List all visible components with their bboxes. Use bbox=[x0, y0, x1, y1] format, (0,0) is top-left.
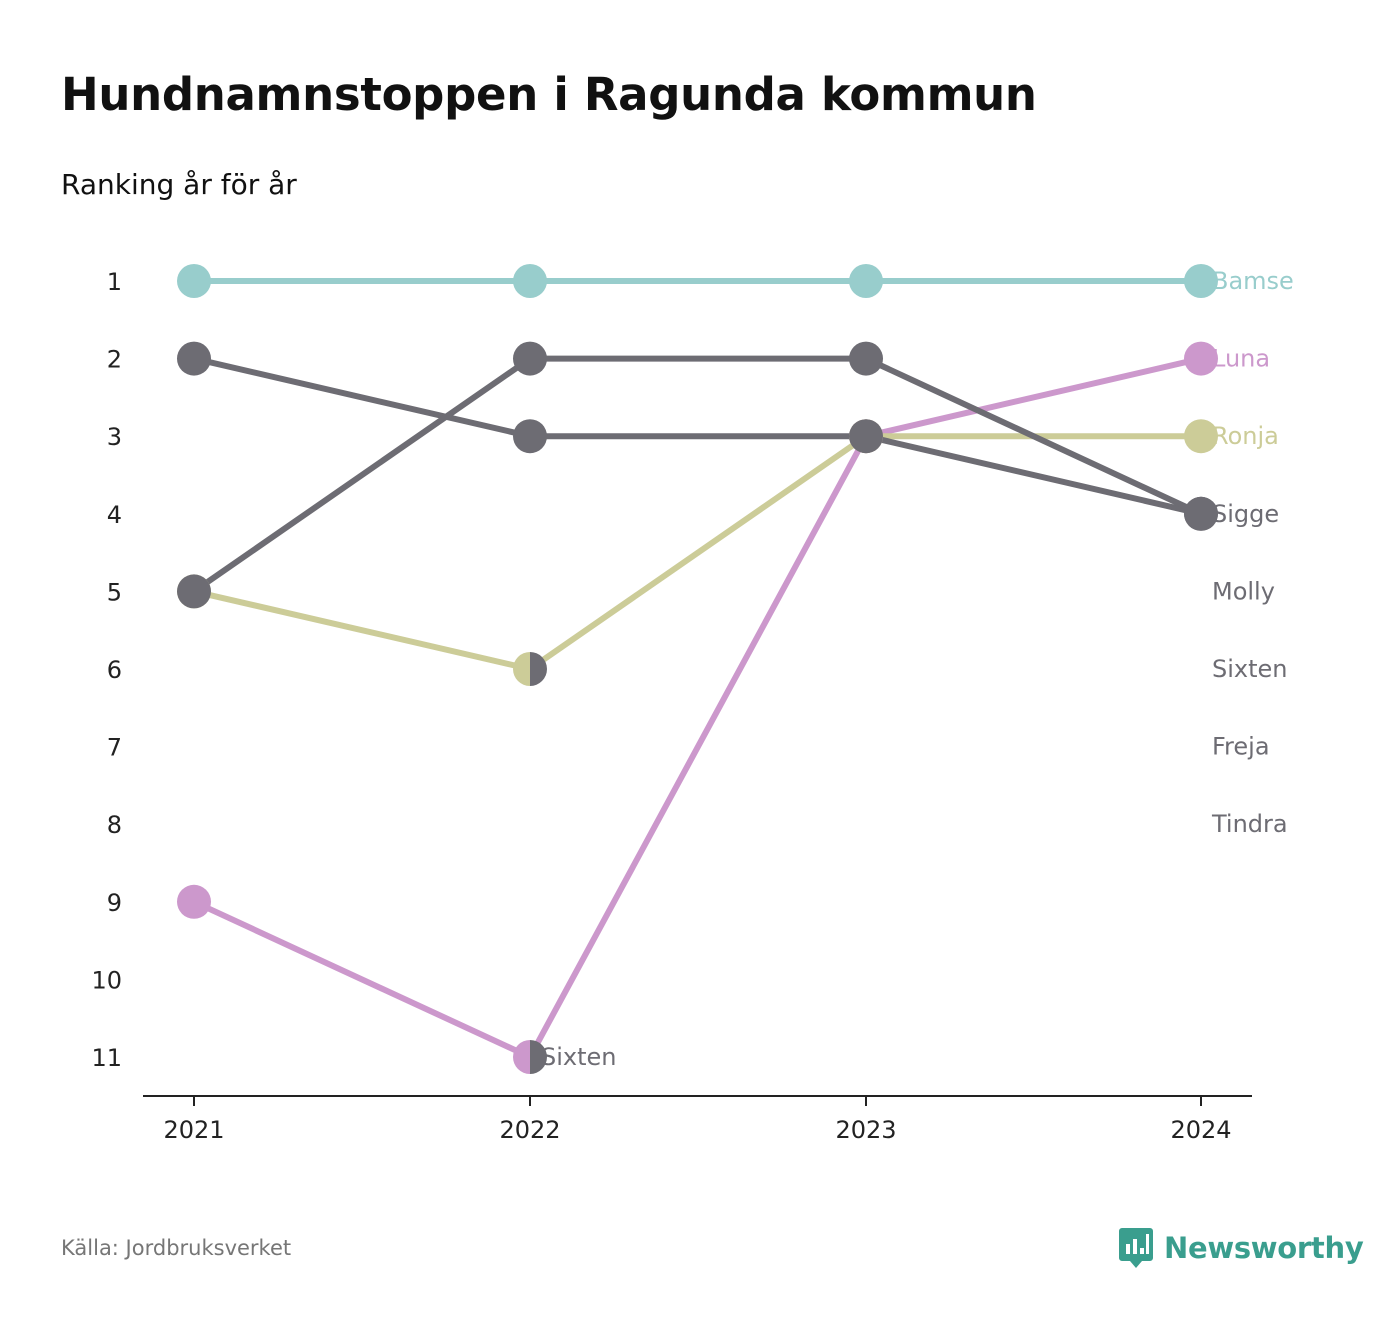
page-title: Hundnamnstoppen i Ragunda kommun bbox=[61, 68, 1037, 121]
end-label-sigge: Sigge bbox=[1212, 500, 1279, 528]
series-markers bbox=[177, 264, 1218, 1074]
end-label-bamse: Bamse bbox=[1212, 267, 1294, 295]
x-tick-label: 2021 bbox=[163, 1116, 224, 1144]
chart-labels: 1 2 3 4 5 6 7 8 9 10 11 Bamse Luna Ronja Sigge Molly Six… bbox=[91, 267, 1293, 1072]
end-label-tindra: Tindra bbox=[1211, 810, 1288, 838]
end-label-luna: Luna bbox=[1212, 345, 1270, 373]
y-tick-label: 1 bbox=[107, 268, 122, 296]
series-line-ronja bbox=[193, 433, 1201, 672]
data-point-split-left-2022-11 bbox=[513, 1040, 530, 1074]
source-note: Källa: Jordbruksverket bbox=[61, 1236, 292, 1260]
page-subtitle: Ranking år för år bbox=[61, 168, 297, 201]
y-tick-label: 9 bbox=[107, 889, 122, 917]
data-point-sigge-2022 bbox=[513, 419, 547, 454]
series-lines bbox=[192, 278, 1203, 1060]
x-tick-label: 2023 bbox=[835, 1116, 896, 1144]
brand-name: Newsworthy bbox=[1164, 1231, 1364, 1265]
y-tick-label: 4 bbox=[107, 501, 122, 529]
y-tick-label: 6 bbox=[107, 656, 122, 684]
data-point-molly-2024 bbox=[1184, 496, 1218, 531]
y-tick-label: 7 bbox=[107, 734, 122, 762]
series-line-luna bbox=[192, 355, 1202, 1060]
newsworthy-logo-icon bbox=[1119, 1228, 1153, 1268]
y-tick-label: 10 bbox=[91, 966, 122, 994]
data-point-molly-2023 bbox=[849, 341, 883, 376]
x-tick-label: 2024 bbox=[1170, 1116, 1231, 1144]
rank-chart: 1 2 3 4 5 6 7 8 9 10 11 Bamse Luna Ronja Sigge Molly Six… bbox=[91, 264, 1294, 1144]
end-label-molly: Molly bbox=[1212, 577, 1275, 605]
data-point-split-right-2022-11 bbox=[530, 1040, 547, 1074]
data-point-luna-2021 bbox=[177, 884, 211, 919]
data-point-sigge-2023 bbox=[849, 419, 883, 454]
series-line-molly bbox=[192, 355, 1203, 594]
data-point-luna-2024 bbox=[1184, 341, 1218, 376]
end-label-sixten: Sixten bbox=[1212, 655, 1288, 683]
data-point-bamse-2024 bbox=[1184, 264, 1218, 298]
x-tick-label: 2022 bbox=[499, 1116, 560, 1144]
end-label-freja: Freja bbox=[1212, 733, 1270, 761]
annotation-label-sixten: Sixten bbox=[541, 1043, 617, 1071]
x-axis: 2021 2022 2023 2024 bbox=[143, 1095, 1252, 1144]
y-tick-label: 5 bbox=[107, 578, 122, 606]
y-tick-label: 11 bbox=[91, 1044, 122, 1072]
data-point-sigge-2021 bbox=[177, 341, 211, 376]
data-point-bamse-2021 bbox=[177, 264, 211, 298]
brand-logo[interactable]: Newsworthy bbox=[1118, 1226, 1364, 1270]
data-point-split-left-2022-6 bbox=[513, 652, 530, 686]
series-line-sigge bbox=[193, 355, 1202, 517]
y-tick-label: 3 bbox=[107, 423, 122, 451]
end-label-ronja: Ronja bbox=[1212, 422, 1279, 450]
data-point-molly-2021 bbox=[177, 574, 211, 609]
y-tick-label: 2 bbox=[107, 346, 122, 374]
data-point-molly-2022 bbox=[513, 341, 547, 376]
y-tick-label: 8 bbox=[107, 811, 122, 839]
data-point-ronja-2024 bbox=[1184, 419, 1218, 454]
data-point-split-right-2022-6 bbox=[530, 652, 547, 686]
data-point-bamse-2023 bbox=[849, 264, 883, 298]
data-point-bamse-2022 bbox=[513, 264, 547, 298]
